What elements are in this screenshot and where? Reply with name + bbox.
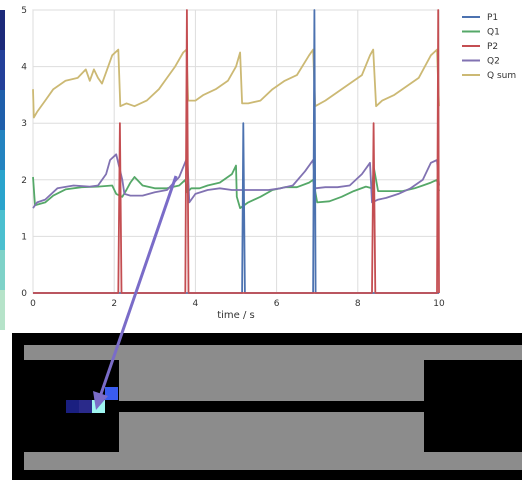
x-tick-label: 8 bbox=[355, 299, 361, 309]
series-line-q2 bbox=[32, 153, 440, 209]
pixel-cell bbox=[105, 387, 118, 400]
pixel-cell bbox=[79, 400, 92, 413]
colorbar-segment bbox=[0, 130, 5, 170]
colorbar-segment bbox=[0, 250, 5, 290]
channel bbox=[119, 401, 424, 412]
x-axis-label: time / s bbox=[217, 310, 255, 321]
y-tick-label: 5 bbox=[21, 6, 27, 16]
legend-label: P2 bbox=[487, 42, 498, 52]
colorbar bbox=[0, 10, 5, 330]
y-tick-labels: 0 1 2 3 4 5 bbox=[21, 6, 27, 299]
legend-label: Q2 bbox=[487, 57, 500, 67]
legend-label: Q sum bbox=[487, 71, 516, 81]
legend-label: P1 bbox=[487, 13, 498, 23]
series-line-p2 bbox=[33, 9, 440, 294]
y-tick-label: 2 bbox=[21, 176, 27, 186]
y-tick-label: 0 bbox=[21, 289, 27, 299]
x-tick-labels: 0 2 4 6 8 10 bbox=[30, 299, 445, 309]
right-pad bbox=[424, 360, 522, 452]
x-tick-label: 6 bbox=[274, 299, 280, 309]
x-tick-label: 4 bbox=[193, 299, 199, 309]
colorbar-segment bbox=[0, 170, 5, 210]
colorbar-segment bbox=[0, 10, 5, 50]
arrow-line bbox=[99, 175, 178, 395]
legend-label: Q1 bbox=[487, 28, 500, 38]
arrow bbox=[93, 175, 178, 410]
legend: P1 Q1 P2 Q2 Q sum bbox=[462, 13, 516, 81]
colorbar-segment bbox=[0, 210, 5, 250]
inset-panel bbox=[12, 333, 522, 480]
colorbar-segment bbox=[0, 50, 5, 90]
series-group bbox=[32, 9, 440, 294]
arrow-head bbox=[93, 391, 108, 410]
colorbar-segment bbox=[0, 290, 5, 330]
x-tick-label: 2 bbox=[111, 299, 117, 309]
pixel-cell bbox=[66, 400, 79, 413]
x-tick-label: 0 bbox=[30, 299, 36, 309]
series-line-q-sum bbox=[32, 48, 440, 119]
plot-area bbox=[32, 9, 440, 294]
y-tick-label: 4 bbox=[21, 63, 27, 73]
x-tick-label: 10 bbox=[433, 299, 445, 309]
colorbar-segment bbox=[0, 90, 5, 130]
y-tick-label: 3 bbox=[21, 119, 27, 129]
y-tick-label: 1 bbox=[21, 232, 27, 242]
